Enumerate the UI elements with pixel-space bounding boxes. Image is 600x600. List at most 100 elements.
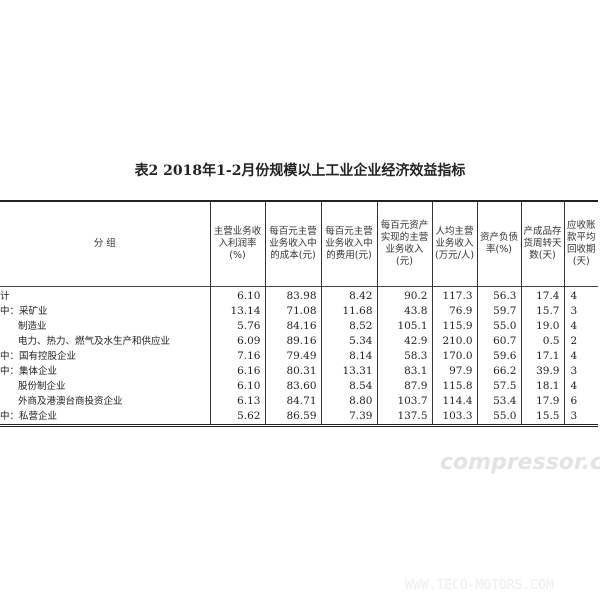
cell-value: 8.42 [320, 286, 377, 304]
cell-value: 8.52 [320, 319, 377, 334]
cell-value: 4 [563, 319, 598, 334]
cell-value: 84.16 [264, 319, 321, 334]
cell-value: 5.62 [209, 409, 265, 426]
cell-value: 90.2 [376, 286, 432, 304]
table-row: 中：国有控股企业 7.16 79.49 8.14 58.3 170.0 59.6 17.1 4 [0, 349, 598, 364]
cell-value: 71.08 [264, 304, 321, 319]
header-col: 人均主营业务收入(万元/人) [431, 201, 477, 287]
watermark-teco: WWW.TECO-MOTORS.COM [405, 578, 554, 593]
row-label: 计 [0, 291, 10, 302]
header-col: 每百元主营业务收入中的费用(元) [320, 201, 377, 287]
cell-value: 13.31 [320, 364, 377, 379]
cell-value: 115.9 [431, 319, 477, 334]
table-row: 中：私营企业 5.62 86.59 7.39 137.5 103.3 55.0 15.5 3 [0, 409, 598, 426]
cell-value: 18.1 [520, 379, 564, 394]
cell-value: 3 [563, 409, 598, 426]
row-label: 中：私营企业 [0, 411, 58, 422]
cell-value: 43.8 [376, 304, 432, 319]
header-col: 应收账款平均回收期(天) [563, 201, 598, 287]
cell-value: 55.0 [476, 319, 521, 334]
row-label: 外商及港澳台商投资企业 [18, 396, 123, 407]
cell-value: 4 [563, 286, 598, 304]
cell-value: 4 [563, 379, 598, 394]
cell-value: 7.16 [209, 349, 265, 364]
header-col: 资产负债率(%) [476, 201, 521, 287]
cell-value: 83.60 [264, 379, 321, 394]
cell-value: 6.13 [209, 394, 265, 409]
cell-value: 86.59 [264, 409, 321, 426]
row-label: 股份制企业 [18, 381, 66, 392]
cell-value: 97.9 [431, 364, 477, 379]
cell-value: 103.3 [431, 409, 477, 426]
cell-value: 3 [563, 304, 598, 319]
row-label: 电力、热力、燃气及水生产和供应业 [18, 336, 171, 347]
header-col: 每百元主营业务收入中的成本(元) [264, 201, 321, 287]
cell-value: 76.9 [431, 304, 477, 319]
header-row: 分 组 主营业务收入利润率(%) 每百元主营业务收入中的成本(元) 每百元主营业… [0, 201, 598, 287]
cell-value: 2 [563, 334, 598, 349]
cell-value: 8.80 [320, 394, 377, 409]
cell-value: 117.3 [431, 286, 477, 304]
cell-value: 58.3 [376, 349, 432, 364]
cell-value: 7.39 [320, 409, 377, 426]
cell-value: 137.5 [376, 409, 432, 426]
cell-value: 17.4 [520, 286, 564, 304]
cell-value: 89.16 [264, 334, 321, 349]
cell-value: 8.54 [320, 379, 377, 394]
cell-value: 56.3 [476, 286, 521, 304]
row-label: 中：国有控股企业 [0, 351, 77, 362]
cell-value: 103.7 [376, 394, 432, 409]
table-row: 中：采矿业 13.14 71.08 11.68 43.8 76.9 59.7 15.7 3 [0, 304, 598, 319]
cell-value: 42.9 [376, 334, 432, 349]
cell-value: 84.71 [264, 394, 321, 409]
cell-value: 55.0 [476, 409, 521, 426]
cell-value: 5.34 [320, 334, 377, 349]
cell-value: 66.2 [476, 364, 521, 379]
cell-value: 11.68 [320, 304, 377, 319]
header-col: 每百元资产实现的主营业务收入(元) [376, 201, 432, 287]
cell-value: 83.98 [264, 286, 321, 304]
cell-value: 17.1 [520, 349, 564, 364]
cell-value: 6 [563, 394, 598, 409]
row-label: 中：集体企业 [0, 366, 58, 377]
cell-value: 5.76 [209, 319, 265, 334]
cell-value: 0.5 [520, 334, 564, 349]
table-row: 中：集体企业 6.16 80.31 13.31 83.1 97.9 66.2 39.9 3 [0, 364, 598, 379]
header-col: 产成品存货周转天数(天) [520, 201, 564, 287]
cell-value: 19.0 [520, 319, 564, 334]
table-row: 制造业 5.76 84.16 8.52 105.1 115.9 55.0 19.0 4 [0, 319, 598, 334]
table-row: 电力、热力、燃气及水生产和供应业 6.09 89.16 5.34 42.9 210.0 60… [0, 334, 598, 349]
economic-indicators-table: 分 组 主营业务收入利润率(%) 每百元主营业务收入中的成本(元) 每百元主营业… [0, 200, 598, 427]
row-label: 制造业 [18, 321, 47, 332]
cell-value: 4 [563, 349, 598, 364]
cell-value: 53.4 [476, 394, 521, 409]
cell-value: 17.9 [520, 394, 564, 409]
header-group: 分 组 [93, 238, 116, 249]
cell-value: 79.49 [264, 349, 321, 364]
cell-value: 59.6 [476, 349, 521, 364]
cell-value: 87.9 [376, 379, 432, 394]
cell-value: 39.9 [520, 364, 564, 379]
cell-value: 115.8 [431, 379, 477, 394]
cell-value: 8.14 [320, 349, 377, 364]
watermark-compressor: compressor.cn [440, 450, 600, 475]
cell-value: 59.7 [476, 304, 521, 319]
cell-value: 83.1 [376, 364, 432, 379]
cell-value: 60.7 [476, 334, 521, 349]
cell-value: 114.4 [431, 394, 477, 409]
cell-value: 3 [563, 364, 598, 379]
table-row: 计 6.10 83.98 8.42 90.2 117.3 56.3 17.4 4 [0, 286, 598, 304]
table-row: 外商及港澳台商投资企业 6.13 84.71 8.80 103.7 114.4 53.4 17… [0, 394, 598, 409]
table-title: 表2 2018年1-2月份规模以上工业企业经济效益指标 [134, 163, 466, 179]
row-label: 中：采矿业 [0, 306, 48, 317]
cell-value: 15.5 [520, 409, 564, 426]
cell-value: 80.31 [264, 364, 321, 379]
cell-value: 13.14 [209, 304, 265, 319]
header-col: 主营业务收入利润率(%) [209, 201, 265, 287]
cell-value: 15.7 [520, 304, 564, 319]
cell-value: 6.16 [209, 364, 265, 379]
cell-value: 57.5 [476, 379, 521, 394]
cell-value: 105.1 [376, 319, 432, 334]
cell-value: 6.09 [209, 334, 265, 349]
cell-value: 170.0 [431, 349, 477, 364]
